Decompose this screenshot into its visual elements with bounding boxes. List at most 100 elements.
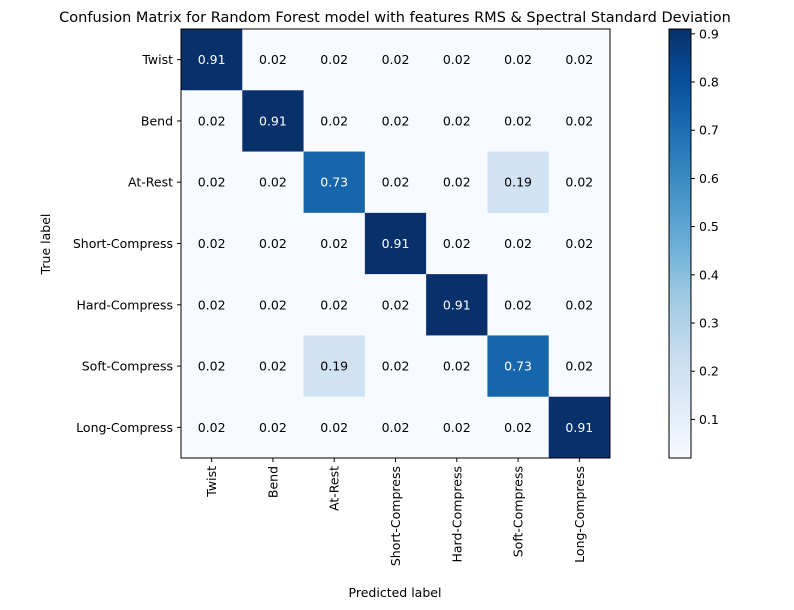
colorbar [668,28,692,459]
cell-value-label: 0.02 [443,420,471,435]
y-tick-label: Hard-Compress [77,297,174,312]
y-axis-ticks: Twist Bend At-Rest Short-Compress Hard-Compr… [73,52,181,435]
heatmap-cell [181,90,243,152]
heatmap-cell [487,29,550,91]
cell-value-label: 0.02 [382,52,410,67]
cell-value-label: 0.02 [259,52,287,67]
heatmap-cell [303,274,366,336]
heatmap-cell [487,274,550,336]
heatmap-cell [364,151,427,214]
heatmap-cell [548,335,611,398]
cell-value-label: 0.02 [198,175,226,190]
y-tick-label: At-Rest [128,175,173,190]
heatmap-cell [364,29,427,91]
cell-value-label: 0.91 [259,113,287,128]
colorbar-tick-label: 0.7 [699,123,719,138]
heatmap-cell [487,212,550,275]
heatmap-cell [487,396,550,459]
cell-value-label: 0.91 [565,420,593,435]
heatmap-cell [242,212,304,275]
heatmap-cell [426,29,488,91]
cell-value-label: 0.02 [504,236,532,251]
cell-value-label: 0.02 [443,236,471,251]
cell-value-label: 0.02 [320,236,348,251]
cell-value-label: 0.02 [565,52,593,67]
cell-value-label: 0.02 [504,297,532,312]
cell-value-label: 0.02 [259,420,287,435]
heatmap-cell [364,212,427,275]
heatmap-cell [426,396,488,459]
x-tick-label: Short-Compress [388,466,403,566]
heatmap-cell [242,335,304,398]
cell-value-label: 0.02 [198,297,226,312]
heatmap-cell [364,335,427,398]
cell-value-label: 0.73 [504,359,532,374]
heatmap-cell [426,335,488,398]
colorbar-ticks: 0.1 0.2 0.3 0.4 0.5 0.6 0.7 0.8 0.9 [691,26,719,427]
heatmap-cell [548,29,611,91]
x-tick-label: Long-Compress [572,466,587,563]
cell-value-label: 0.91 [443,297,471,312]
x-tick-label: Twist [204,466,219,498]
cell-value-label: 0.02 [320,113,348,128]
heatmap-cell [181,396,243,459]
cell-value-label: 0.91 [198,52,226,67]
cell-value-label: 0.02 [382,297,410,312]
cell-value-label: 0.02 [259,297,287,312]
heatmap-cell [548,90,611,152]
heatmap-cell [181,335,243,398]
cell-value-label: 0.02 [320,420,348,435]
colorbar-tick-label: 0.1 [699,412,719,427]
heatmap-cell [303,396,366,459]
heatmap-cell [487,335,550,398]
cell-value-label: 0.02 [198,113,226,128]
chart-title: Confusion Matrix for Random Forest model… [59,10,731,26]
cell-value-label: 0.02 [504,52,532,67]
heatmap-cell [426,212,488,275]
cell-value-label: 0.02 [443,359,471,374]
heatmap-cell [303,212,366,275]
cell-value-label: 0.02 [382,420,410,435]
heatmap-cell [242,90,304,152]
cell-value-label: 0.02 [504,113,532,128]
cell-value-label: 0.02 [443,175,471,190]
x-tick-label: Soft-Compress [511,466,526,557]
cell-value-label: 0.02 [382,359,410,374]
cell-value-label: 0.02 [565,359,593,374]
heatmap-cell [548,396,611,459]
cell-value-label: 0.19 [504,175,532,190]
heatmap-cell [181,274,243,336]
heatmap-cell [303,151,366,214]
cell-value-label: 0.02 [565,297,593,312]
y-tick-label: Short-Compress [73,236,173,251]
cell-value-label: 0.02 [198,420,226,435]
heatmap-cell [242,396,304,459]
x-axis-ticks: Twist Bend At-Rest Short-Compress Hard-Compr… [204,458,587,566]
cell-value-label: 0.02 [198,359,226,374]
heatmap-cell [242,151,304,214]
cell-value-label: 0.02 [320,297,348,312]
cell-value-label: 0.73 [320,175,348,190]
colorbar-tick-label: 0.9 [699,26,719,41]
cell-value-label: 0.02 [504,420,532,435]
colorbar-tick-label: 0.8 [699,75,719,90]
heatmap-cell [303,90,366,152]
cell-value-label: 0.02 [259,175,287,190]
colorbar-tick-label: 0.6 [699,171,719,186]
cell-value-label: 0.02 [259,236,287,251]
y-tick-label: Long-Compress [76,420,173,435]
cell-value-label: 0.19 [320,359,348,374]
cell-value-label: 0.02 [565,236,593,251]
heatmap-cell [364,274,427,336]
heatmap-cell [181,212,243,275]
y-axis-label: True label [38,214,53,276]
heatmap-cell [364,90,427,152]
cell-value-label: 0.91 [382,236,410,251]
cell-value-label: 0.02 [443,113,471,128]
heatmap-cell [303,29,366,91]
heatmap-cell [426,151,488,214]
heatmap-cell [487,90,550,152]
cell-value-label: 0.02 [565,175,593,190]
heatmap-cell [487,151,550,214]
